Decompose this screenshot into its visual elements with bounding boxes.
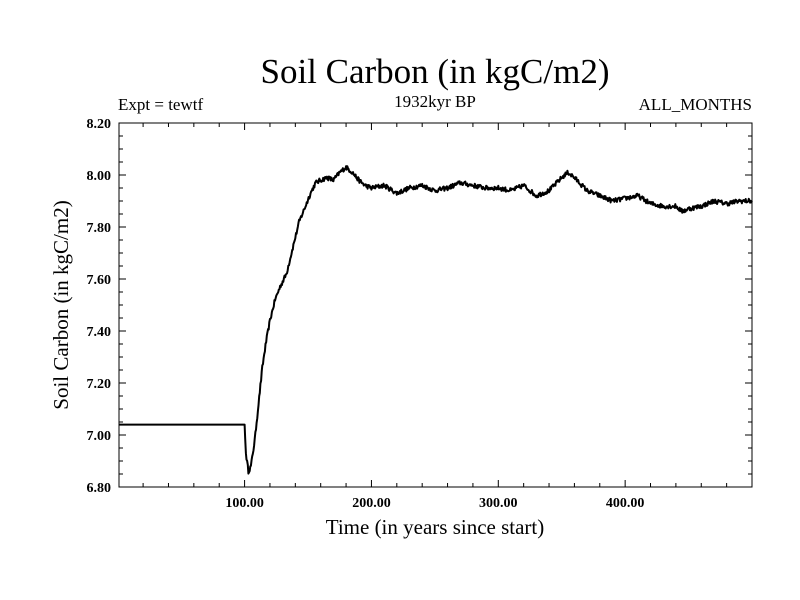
y-tick-labels: 6.80 7.00 7.20 7.40 7.60 7.80 8.00 8.20 [87, 117, 112, 496]
x-axis-label: Time (in years since start) [326, 515, 545, 539]
y-tick-label: 7.80 [87, 221, 112, 236]
y-tick-label: 7.60 [87, 273, 112, 288]
plot-area-frame [118, 122, 753, 488]
x-tick-label: 100.00 [225, 496, 264, 511]
soil-carbon-series-line [118, 165, 753, 475]
y-tick-label: 7.00 [87, 429, 112, 444]
x-tick-label: 300.00 [479, 496, 518, 511]
y-tick-label: 6.80 [87, 481, 112, 496]
chart-title: Soil Carbon (in kgC/m2) [260, 52, 609, 91]
y-tick-label: 7.20 [87, 377, 112, 392]
experiment-label: Expt = tewtf [118, 95, 203, 114]
y-tick-label: 8.20 [87, 117, 112, 132]
tick-marks [119, 122, 752, 488]
x-tick-label: 400.00 [606, 496, 645, 511]
period-label: 1932kyr BP [394, 92, 476, 111]
months-label: ALL_MONTHS [639, 95, 752, 114]
x-tick-labels: 100.00 200.00 300.00 400.00 [225, 496, 644, 511]
y-tick-label: 8.00 [87, 169, 112, 184]
x-tick-label: 200.00 [352, 496, 391, 511]
y-tick-label: 7.40 [87, 325, 112, 340]
y-axis-label: Soil Carbon (in kgC/m2) [49, 200, 73, 409]
